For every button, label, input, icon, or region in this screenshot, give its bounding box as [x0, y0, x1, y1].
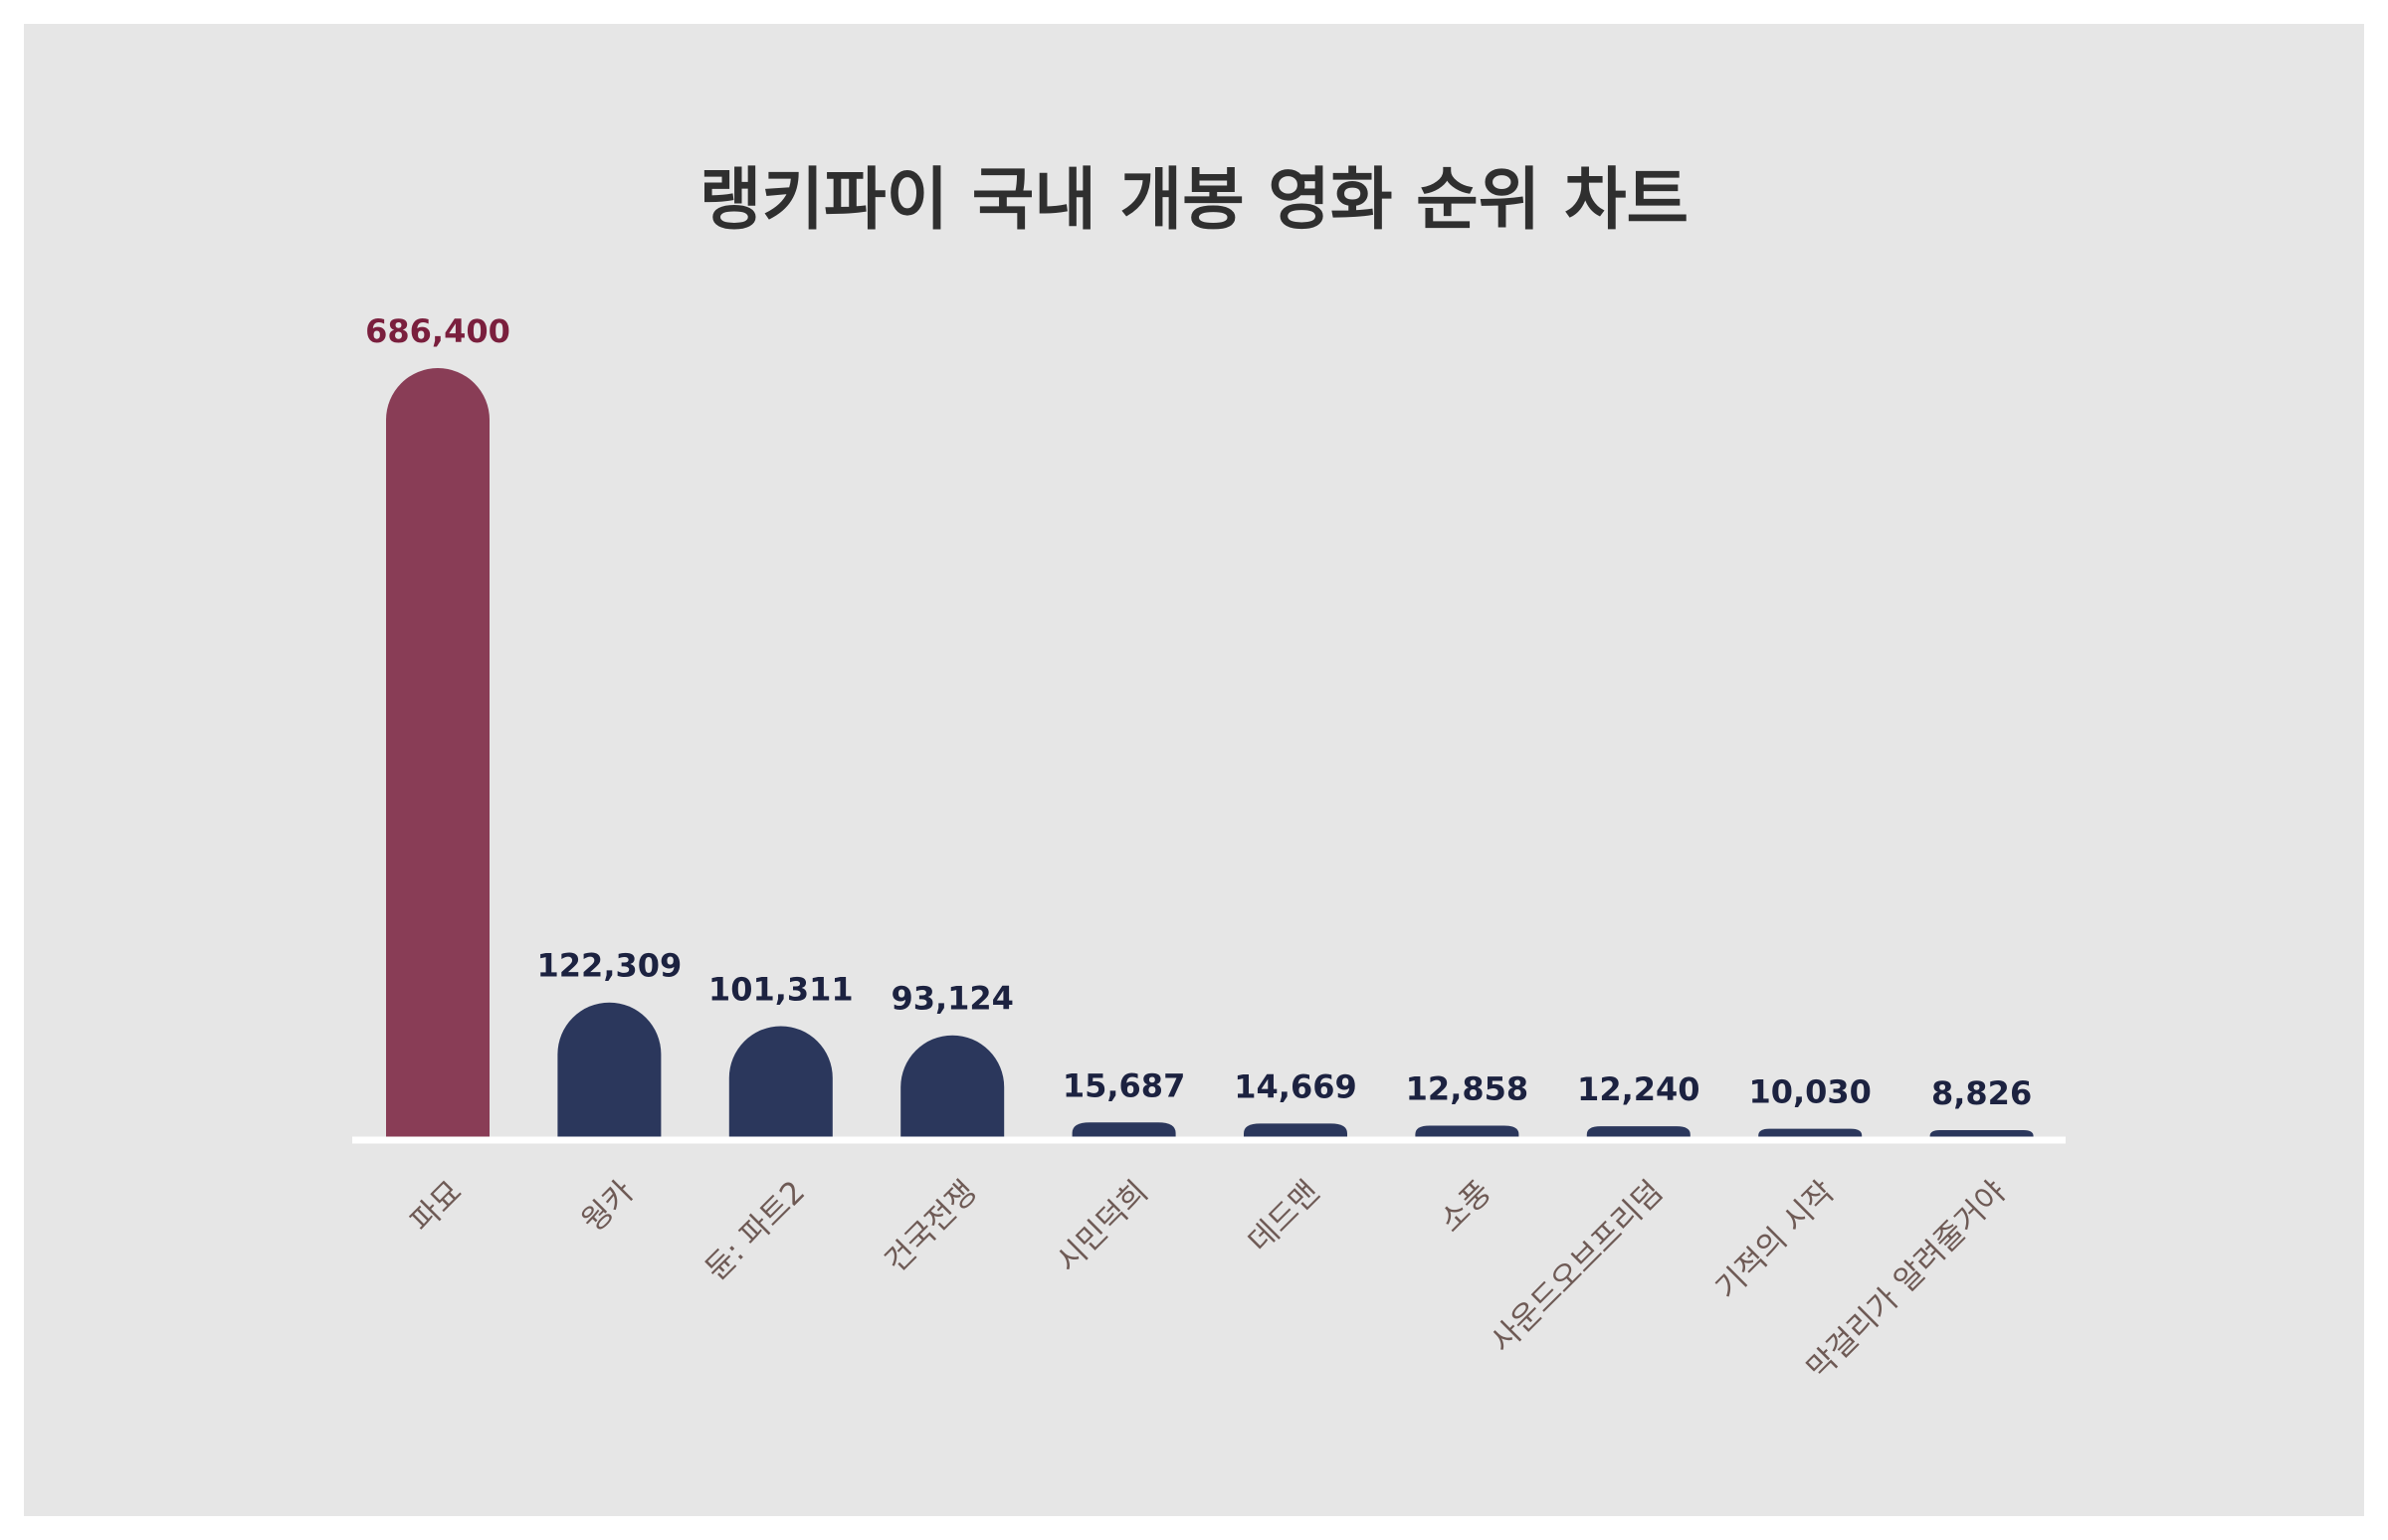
value-label-3: 101,311 — [708, 970, 854, 1008]
bars-layer — [386, 368, 2034, 1140]
category-label-3: 듄: 파트2 — [698, 1174, 812, 1287]
category-label-8: 사운드오브프리덤 — [1485, 1174, 1671, 1360]
value-label-9: 10,030 — [1748, 1073, 1871, 1111]
bar-3 — [728, 1026, 833, 1140]
category-label-6: 데드맨 — [1242, 1174, 1327, 1259]
value-label-1: 686,400 — [365, 312, 510, 350]
value-label-2: 122,309 — [537, 947, 683, 985]
category-label-1: 파묘 — [404, 1174, 470, 1240]
bar-2 — [557, 1002, 662, 1140]
value-labels-layer: 686,400 122,309 101,311 93,124 15,687 14,669 1… — [365, 312, 2032, 1112]
value-label-4: 93,124 — [891, 980, 1013, 1018]
category-label-9: 기적의 시작 — [1708, 1174, 1841, 1306]
bar-4 — [900, 1035, 1005, 1140]
category-label-5: 시민덕희 — [1050, 1174, 1155, 1279]
bar-7 — [1415, 1125, 1519, 1140]
category-label-2: 웡카 — [575, 1174, 641, 1240]
category-label-7: 소풍 — [1433, 1174, 1498, 1240]
chart-title: 랭키파이 국내 개봉 영화 순위 차트 — [698, 161, 1690, 240]
value-label-7: 12,858 — [1406, 1069, 1528, 1107]
bar-6 — [1244, 1123, 1347, 1140]
bar-1 — [386, 368, 490, 1140]
bar-5 — [1072, 1122, 1176, 1140]
value-label-10: 8,826 — [1931, 1074, 2032, 1112]
category-label-4: 건국전쟁 — [879, 1174, 984, 1279]
value-label-6: 14,669 — [1234, 1067, 1356, 1105]
value-label-8: 12,240 — [1577, 1070, 1699, 1108]
value-label-5: 15,687 — [1063, 1066, 1185, 1104]
